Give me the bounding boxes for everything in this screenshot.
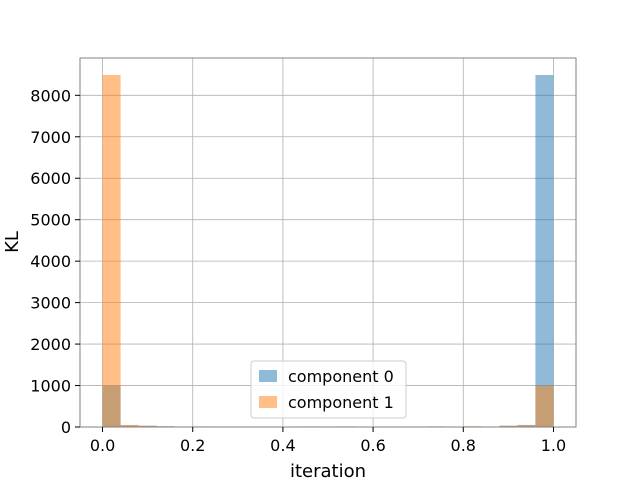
histogram-bar (517, 425, 536, 427)
x-tick-label: 0.4 (270, 436, 295, 455)
x-tick-label: 0.2 (180, 436, 205, 455)
x-tick-label: 0.6 (360, 436, 385, 455)
y-tick-label: 3000 (30, 294, 71, 313)
x-tick-label: 0.8 (451, 436, 476, 455)
legend: component 0 component 1 (250, 360, 407, 419)
y-tick-label: 2000 (30, 335, 71, 354)
histogram-bar (535, 385, 554, 427)
histogram-bar (499, 425, 518, 427)
legend-label: component 1 (288, 393, 394, 412)
histogram-bar (535, 74, 554, 428)
y-tick-label: 6000 (30, 169, 71, 188)
y-axis-label: KL (2, 231, 23, 253)
legend-swatch (259, 396, 277, 408)
x-tick-label: 0.0 (90, 436, 115, 455)
histogram-bar (120, 424, 139, 427)
bars (102, 74, 554, 428)
y-tick-label: 5000 (30, 211, 71, 230)
y-axis-ticks: 0 1000 2000 3000 4000 5000 6000 7000 8000 (30, 86, 80, 437)
y-tick-label: 8000 (30, 86, 71, 105)
y-tick-label: 4000 (30, 252, 71, 271)
legend-swatch (259, 370, 277, 382)
legend-label: component 0 (288, 367, 394, 386)
y-tick-label: 0 (61, 418, 71, 437)
x-tick-label: 1.0 (541, 436, 566, 455)
plot-frame (79, 57, 577, 428)
histogram-bar (138, 425, 157, 427)
y-tick-label: 7000 (30, 128, 71, 147)
legend-box (250, 360, 407, 419)
x-axis-label: iteration (290, 461, 366, 480)
histogram-bar (102, 74, 121, 428)
y-tick-label: 1000 (30, 377, 71, 396)
x-axis-ticks: 0.0 0.2 0.4 0.6 0.8 1.0 (90, 427, 566, 455)
